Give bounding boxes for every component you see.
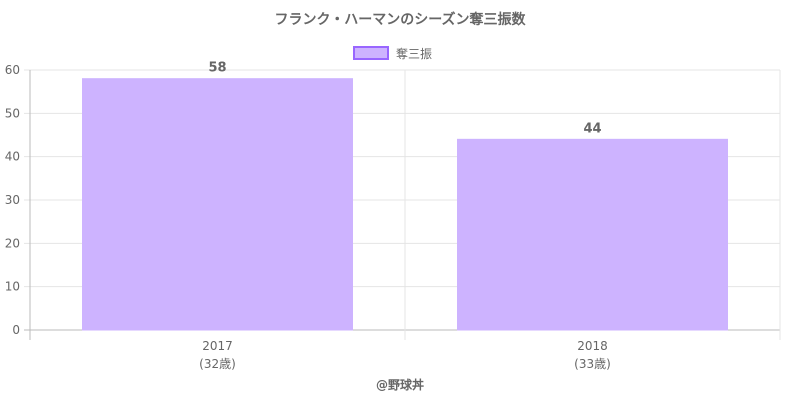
- y-tick-label: 50: [5, 106, 20, 120]
- bar: [82, 78, 353, 331]
- y-axis: 0 10 20 30 40 50 60: [5, 63, 20, 337]
- legend[interactable]: 奪三振: [353, 46, 432, 61]
- x-tick-label: 2017: [202, 339, 233, 353]
- y-tick-label: 30: [5, 193, 20, 207]
- legend-swatch: [353, 46, 389, 60]
- bar: [457, 138, 728, 331]
- y-tick-label: 0: [12, 323, 20, 337]
- x-tick-label: 2018: [577, 339, 608, 353]
- chart-title: フランク・ハーマンのシーズン奪三振数: [274, 11, 526, 28]
- bars: [82, 78, 728, 331]
- legend-label: 奪三振: [396, 46, 432, 61]
- footer-credit: @野球丼: [376, 377, 424, 392]
- x-tick-sublabel: (32歳): [199, 357, 236, 371]
- data-label: 44: [583, 121, 601, 136]
- y-tick-label: 40: [5, 150, 20, 164]
- y-tick-label: 10: [5, 280, 20, 294]
- data-label: 58: [208, 61, 226, 76]
- x-axis: 2017 (32歳) 2018 (33歳): [199, 339, 611, 371]
- x-tick-sublabel: (33歳): [574, 357, 611, 371]
- data-labels: 58 44: [208, 61, 601, 137]
- y-tick-label: 20: [5, 236, 20, 250]
- y-tick-label: 60: [5, 63, 20, 77]
